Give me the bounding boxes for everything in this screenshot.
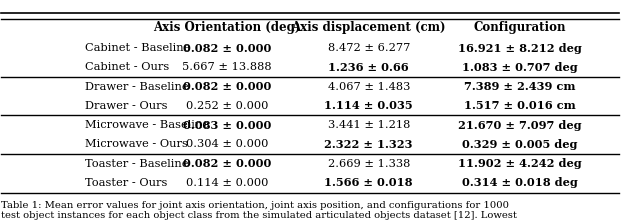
Text: 0.114 ± 0.000: 0.114 ± 0.000: [186, 178, 268, 188]
Text: Drawer - Baseline: Drawer - Baseline: [84, 82, 188, 92]
Text: 0.082 ± 0.000: 0.082 ± 0.000: [182, 43, 271, 54]
Text: Table 1: Mean error values for joint axis orientation, joint axis position, and : Table 1: Mean error values for joint axi…: [1, 201, 517, 220]
Text: 0.314 ± 0.018 deg: 0.314 ± 0.018 deg: [462, 178, 578, 188]
Text: 21.670 ± 7.097 deg: 21.670 ± 7.097 deg: [458, 120, 582, 131]
Text: Configuration: Configuration: [474, 21, 566, 34]
Text: Toaster - Ours: Toaster - Ours: [84, 178, 167, 188]
Text: 1.083 ± 0.707 deg: 1.083 ± 0.707 deg: [462, 62, 578, 73]
Text: 16.921 ± 8.212 deg: 16.921 ± 8.212 deg: [458, 43, 582, 54]
Text: 1.566 ± 0.018: 1.566 ± 0.018: [324, 178, 413, 188]
Text: 3.441 ± 1.218: 3.441 ± 1.218: [328, 120, 410, 130]
Text: Toaster - Baseline: Toaster - Baseline: [84, 159, 188, 169]
Text: 0.304 ± 0.000: 0.304 ± 0.000: [186, 139, 268, 149]
Text: 0.082 ± 0.000: 0.082 ± 0.000: [182, 81, 271, 92]
Text: 11.902 ± 4.242 deg: 11.902 ± 4.242 deg: [458, 158, 582, 169]
Text: 2.322 ± 1.323: 2.322 ± 1.323: [324, 139, 413, 150]
Text: Microwave - Ours: Microwave - Ours: [84, 139, 188, 149]
Text: 4.067 ± 1.483: 4.067 ± 1.483: [328, 82, 410, 92]
Text: 1.236 ± 0.66: 1.236 ± 0.66: [328, 62, 409, 73]
Text: 7.389 ± 2.439 cm: 7.389 ± 2.439 cm: [464, 81, 576, 92]
Text: 5.667 ± 13.888: 5.667 ± 13.888: [182, 62, 271, 72]
Text: Axis displacement (cm): Axis displacement (cm): [291, 21, 446, 34]
Text: 0.083 ± 0.000: 0.083 ± 0.000: [182, 120, 271, 131]
Text: 0.252 ± 0.000: 0.252 ± 0.000: [186, 101, 268, 111]
Text: 0.329 ± 0.005 deg: 0.329 ± 0.005 deg: [462, 139, 578, 150]
Text: 1.517 ± 0.016 cm: 1.517 ± 0.016 cm: [464, 100, 576, 111]
Text: Axis Orientation (deg): Axis Orientation (deg): [153, 21, 300, 34]
Text: 0.082 ± 0.000: 0.082 ± 0.000: [182, 158, 271, 169]
Text: Cabinet - Ours: Cabinet - Ours: [84, 62, 169, 72]
Text: Microwave - Baseline: Microwave - Baseline: [84, 120, 209, 130]
Text: Cabinet - Baseline: Cabinet - Baseline: [84, 43, 190, 53]
Text: 1.114 ± 0.035: 1.114 ± 0.035: [324, 100, 413, 111]
Text: 2.669 ± 1.338: 2.669 ± 1.338: [328, 159, 410, 169]
Text: Drawer - Ours: Drawer - Ours: [84, 101, 167, 111]
Text: 8.472 ± 6.277: 8.472 ± 6.277: [328, 43, 410, 53]
